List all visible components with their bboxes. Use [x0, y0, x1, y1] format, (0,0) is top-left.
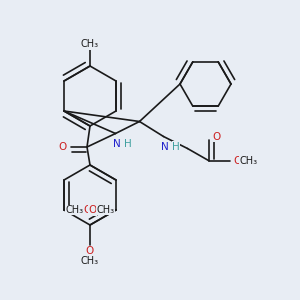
- Text: N: N: [161, 142, 169, 152]
- Text: O: O: [83, 205, 92, 215]
- Text: O: O: [233, 155, 241, 166]
- Text: N: N: [113, 139, 121, 149]
- Text: CH₃: CH₃: [240, 155, 258, 166]
- Text: CH₃: CH₃: [81, 39, 99, 49]
- Text: O: O: [88, 205, 97, 215]
- Text: O: O: [212, 131, 220, 142]
- Text: O: O: [86, 246, 94, 256]
- Text: O: O: [58, 142, 66, 152]
- Text: H: H: [172, 142, 180, 152]
- Text: H: H: [124, 139, 132, 149]
- Text: CH₃: CH₃: [96, 205, 115, 215]
- Text: CH₃: CH₃: [65, 205, 84, 215]
- Text: CH₃: CH₃: [81, 256, 99, 266]
